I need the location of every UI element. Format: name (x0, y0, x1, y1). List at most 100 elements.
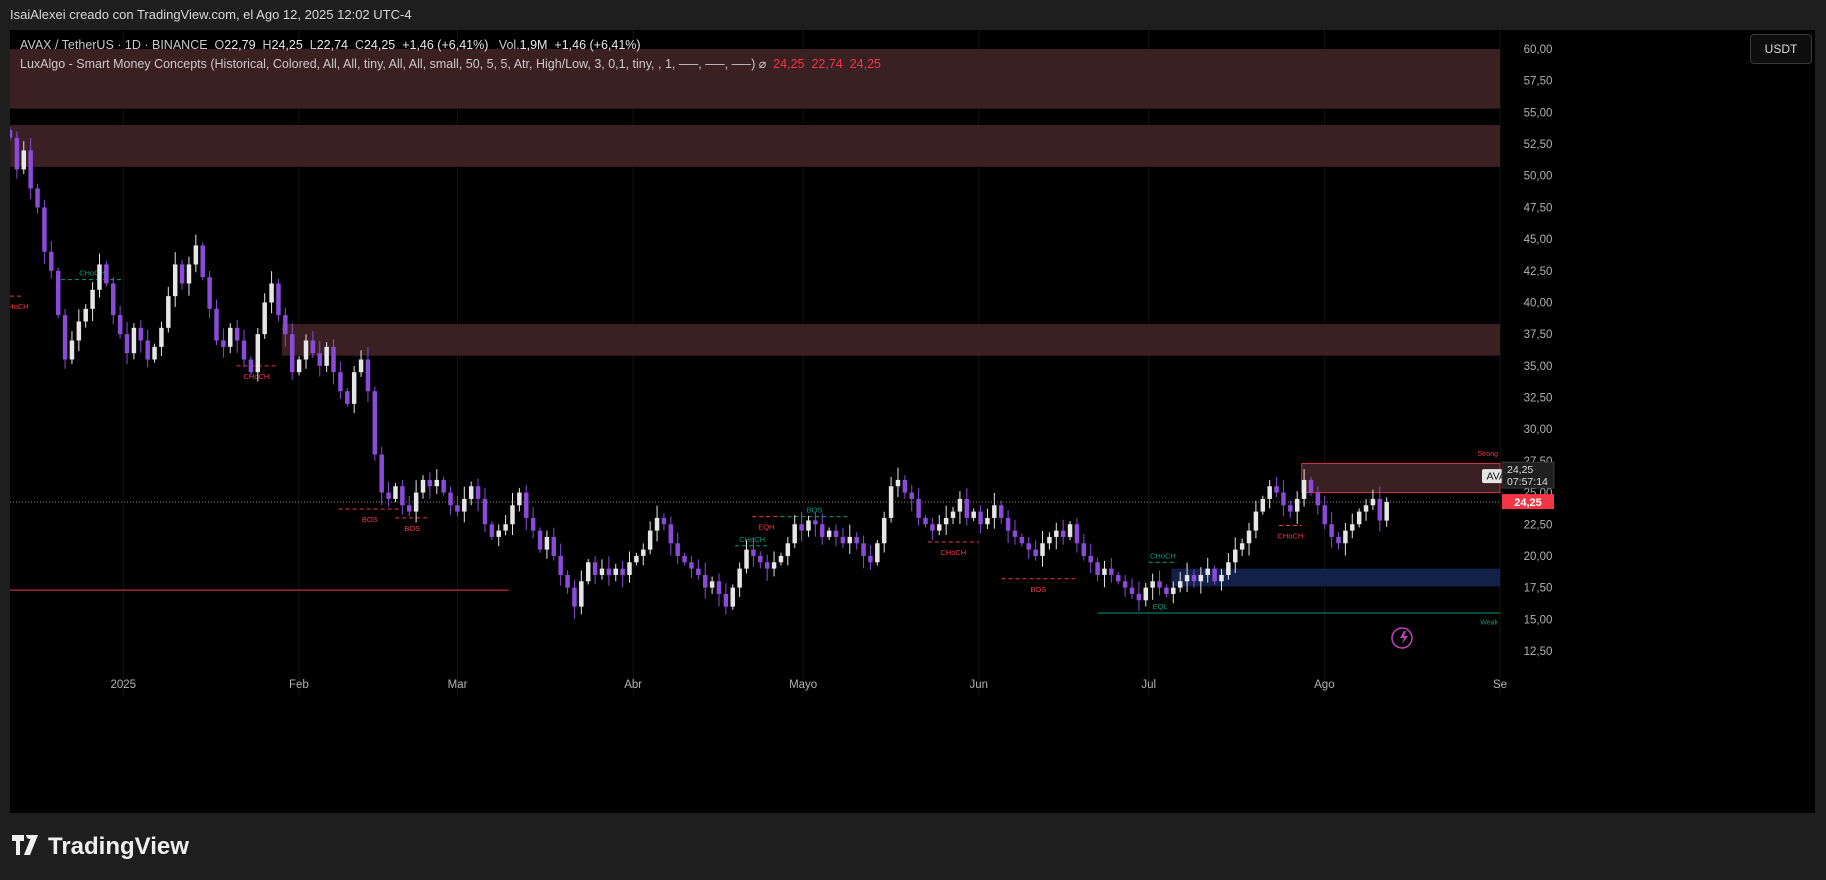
candle (744, 540, 749, 574)
candle (221, 328, 226, 358)
candle (1226, 553, 1231, 580)
price-chart[interactable]: CHoCH CHoCH CHoCH BOS BOS CHoCH EQH BOS CHoCH BOS… (10, 30, 1815, 813)
indicator-value-1: 24,25 (773, 57, 805, 71)
lightning-icon (1391, 627, 1413, 649)
close-value: 24,25 (363, 38, 396, 52)
candle (675, 532, 680, 564)
candle (365, 347, 371, 402)
candle (641, 543, 646, 566)
candle (1370, 489, 1376, 510)
countdown-value: 07:57:14 (1507, 476, 1548, 488)
candle (778, 552, 784, 566)
x-tick-label: Feb (289, 679, 309, 691)
structure-label: CHoCH (739, 535, 765, 544)
candle (737, 562, 742, 597)
candle (1067, 521, 1073, 541)
bearish-order-block (281, 324, 1500, 356)
candle (992, 492, 997, 529)
candle (682, 552, 687, 566)
y-tick-label: 35,00 (1524, 361, 1553, 373)
candle (826, 527, 832, 541)
candle (441, 476, 446, 496)
candle (551, 527, 557, 561)
currency-button[interactable]: USDT (1750, 34, 1812, 64)
candle (544, 530, 550, 559)
candle (1171, 581, 1176, 604)
candle (606, 556, 612, 586)
symbol-label[interactable]: AVAX / TetherUS · 1D · BINANCE (20, 38, 208, 52)
x-tick-label: Se (1493, 679, 1507, 691)
structure-label: CHoCH (940, 548, 966, 557)
y-tick-label: 32,50 (1524, 393, 1553, 405)
candle (448, 486, 453, 515)
y-tick-label: 55,00 (1524, 107, 1553, 119)
candle (937, 515, 942, 536)
candle (771, 551, 777, 577)
candle (902, 475, 908, 499)
candle (840, 527, 846, 548)
candle (283, 307, 288, 347)
y-tick-label: 52,50 (1524, 139, 1553, 151)
candle (1060, 519, 1066, 545)
candle (813, 512, 818, 537)
candle (21, 141, 27, 175)
candle (14, 131, 20, 179)
high-value: 24,25 (271, 38, 303, 52)
candle (413, 480, 419, 523)
candle (916, 488, 921, 526)
candle (895, 467, 901, 498)
candle (950, 506, 956, 525)
y-tick-label: 22,50 (1524, 519, 1553, 531)
candle (510, 492, 515, 536)
candle (943, 505, 949, 536)
structure-label: CHoCH (10, 302, 29, 311)
candle (978, 505, 983, 534)
x-tick-label: 2025 (111, 679, 137, 691)
y-tick-label: 30,00 (1524, 424, 1553, 436)
candle (1136, 581, 1142, 612)
candle (76, 309, 82, 352)
candle (1205, 557, 1210, 583)
volume-change: +1,46 (+6,41%) (554, 38, 641, 52)
candle (709, 576, 715, 594)
candle (881, 511, 887, 553)
candle (517, 487, 522, 512)
candle (393, 483, 398, 503)
candle (1088, 543, 1093, 574)
candle (1005, 510, 1011, 543)
candle (28, 138, 33, 200)
candle (579, 570, 584, 615)
chart-panel[interactable]: CHoCH CHoCH CHoCH BOS BOS CHoCH EQH BOS CHoCH BOS… (10, 30, 1815, 813)
volume-value: 1,9M (519, 38, 548, 52)
x-tick-label: Jul (1141, 679, 1156, 691)
candle (276, 278, 281, 322)
candle (1074, 518, 1080, 553)
candle (475, 478, 481, 512)
candle (214, 299, 219, 346)
candle (1122, 575, 1128, 597)
y-tick-label: 42,50 (1524, 266, 1553, 278)
candle (159, 321, 164, 357)
structure-label: BOS (807, 506, 823, 515)
candle (1253, 500, 1259, 539)
candle (97, 253, 102, 298)
open-value: 22,79 (224, 38, 256, 52)
structure-label: BOS (1030, 585, 1046, 594)
tradingview-logo-icon (12, 830, 42, 863)
indicator-row[interactable]: LuxAlgo - Smart Money Concepts (Historic… (20, 55, 881, 74)
y-tick-label: 47,50 (1524, 202, 1553, 214)
candle (427, 472, 433, 499)
y-tick-label: 40,00 (1524, 297, 1553, 309)
candle (1294, 491, 1300, 524)
candle (338, 361, 343, 399)
candle (379, 446, 384, 505)
x-tick-label: Ago (1314, 679, 1334, 691)
candle (572, 579, 577, 619)
candle (613, 563, 618, 582)
candle (689, 556, 694, 578)
candle (599, 559, 605, 580)
structure-label: CHoCH (1277, 532, 1303, 541)
indicator-value-3: 24,25 (849, 57, 881, 71)
y-tick-label: 17,50 (1524, 583, 1553, 595)
candle (55, 267, 61, 319)
